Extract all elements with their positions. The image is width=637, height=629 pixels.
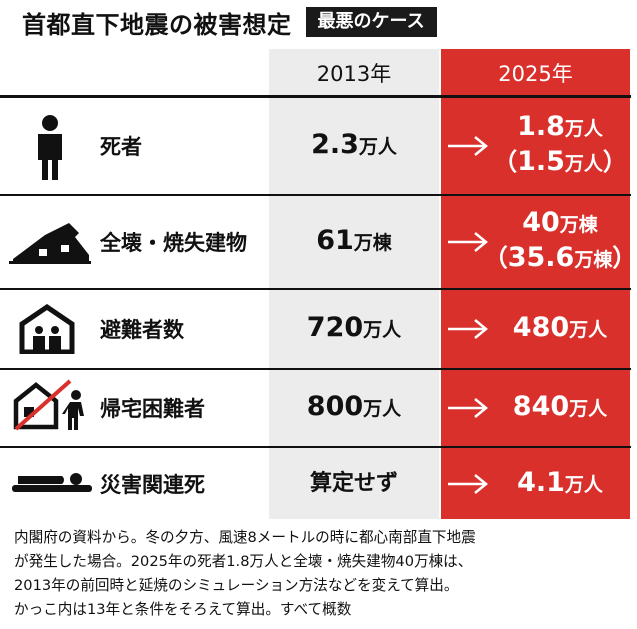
value-2013: 算定せず	[309, 470, 398, 496]
row-divider	[0, 446, 631, 448]
value-2025-comparable: （1.5万人）	[493, 146, 627, 177]
value-2013: 720万人	[306, 311, 402, 343]
lying-person-icon	[10, 466, 94, 502]
person-icon	[30, 112, 70, 182]
row-label: 死者	[100, 135, 142, 159]
title-bar: 首都直下地震の被害想定 最悪のケース	[22, 5, 437, 39]
note-line: かっこ内は13年と条件をそろえて算出。すべて概数	[14, 601, 352, 618]
row-label: 災害関連死	[100, 473, 205, 497]
column-2025-background	[441, 49, 630, 519]
value-2013: 800万人	[306, 390, 402, 422]
row-label: 避難者数	[100, 318, 184, 342]
row-label: 帰宅困難者	[100, 397, 205, 421]
source-note: 内閣府の資料から。冬の夕方、風速8メートルの時に都心南部直下地震 が発生した場合…	[14, 526, 629, 622]
title-badge: 最悪のケース	[305, 7, 437, 37]
value-2025: 840万人	[512, 390, 608, 422]
note-line: 2013年の前回時と延焼のシミュレーション方法などを変えて算出。	[14, 577, 459, 594]
stranded-commuter-icon	[12, 376, 92, 440]
note-line: 内閣府の資料から。冬の夕方、風速8メートルの時に都心南部直下地震	[14, 529, 476, 546]
header-divider	[0, 95, 631, 98]
arrow-icon	[446, 370, 490, 446]
value-2025: 4.1万人	[517, 466, 603, 498]
column-2013-background	[269, 49, 439, 519]
shelter-icon	[14, 300, 80, 358]
table-row-buildings: 全壊・焼失建物 61万棟 40万棟 （35.6万棟）	[0, 196, 637, 288]
value-2025: 1.8万人 （1.5万人）	[490, 98, 630, 194]
row-label: 全壊・焼失建物	[100, 231, 247, 255]
arrow-icon	[446, 98, 490, 194]
value-2025: 480万人	[512, 311, 608, 343]
collapsed-house-icon	[8, 212, 92, 272]
row-divider	[0, 194, 631, 196]
arrow-icon	[446, 448, 490, 520]
arrow-icon	[446, 290, 490, 368]
row-divider	[0, 288, 631, 290]
table-row-deaths: 死者 2.3万人 1.8万人 （1.5万人）	[0, 98, 631, 194]
row-divider	[0, 368, 631, 370]
column-header-2013: 2013年	[316, 62, 392, 86]
table-row-disaster-related-deaths: 災害関連死 算定せず 4.1万人	[0, 448, 631, 520]
arrow-icon	[446, 196, 490, 288]
column-header-2025: 2025年	[498, 62, 573, 86]
page-title: 首都直下地震の被害想定	[22, 10, 292, 39]
table-row-stranded-commuters: 帰宅困難者 800万人 840万人	[0, 370, 631, 446]
value-2025: 40万棟 （35.6万棟）	[484, 196, 637, 288]
value-2013: 2.3万人	[311, 128, 397, 160]
value-2025-comparable: （35.6万棟）	[483, 242, 637, 273]
note-line: が発生した場合。2025年の死者1.8万人と全壊・焼失建物40万棟は、	[14, 553, 473, 570]
table-row-evacuees: 避難者数 720万人 480万人	[0, 290, 631, 368]
value-2013: 61万棟	[316, 224, 392, 256]
